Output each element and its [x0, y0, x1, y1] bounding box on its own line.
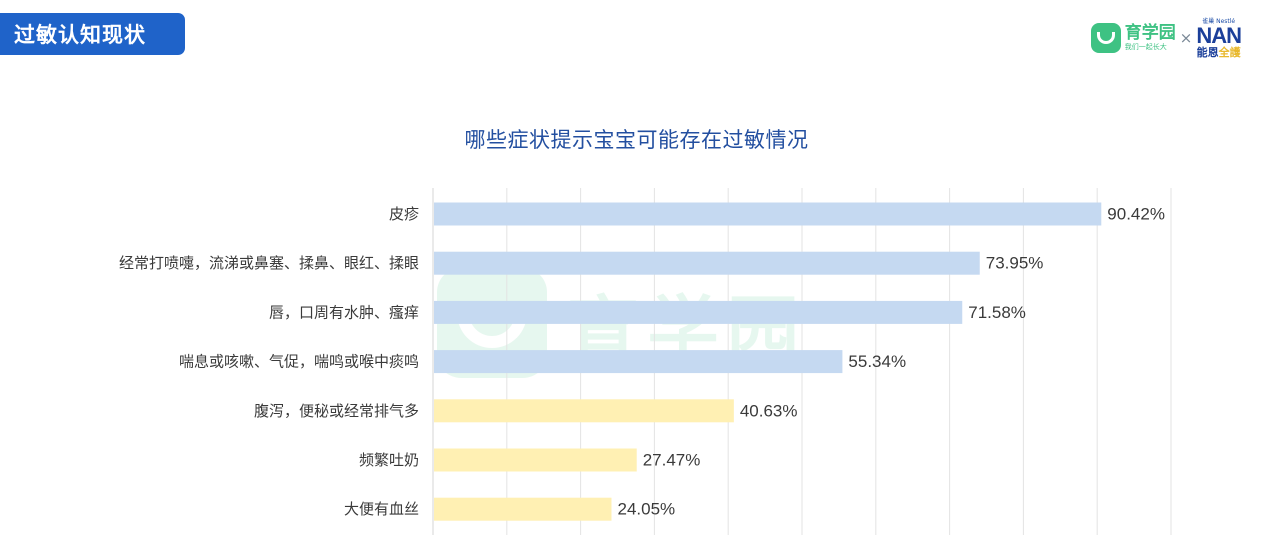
data-label: 24.05% [617, 500, 675, 519]
bar [434, 399, 734, 423]
nan-wordmark: NAN [1196, 22, 1242, 48]
bar [434, 202, 1102, 226]
category-label: 腹泻，便秘或经常排气多 [254, 402, 419, 420]
category-label: 喘息或咳嗽、气促，喘鸣或喉中痰鸣 [179, 353, 419, 371]
category-label: 皮疹 [389, 205, 419, 223]
brand-logos: 育学园 我们一起长大 × 雀巢 Nestlé NAN 能恩全護 [1090, 17, 1242, 59]
section-title: 过敏认知现状 [0, 13, 185, 55]
category-label: 经常打喷嚏，流涕或鼻塞、揉鼻、眼红、揉眼 [119, 254, 419, 272]
nestle-label: 雀巢 Nestlé [1202, 17, 1236, 25]
yuxueyuan-logo: 育学园 我们一起长大 [1090, 23, 1176, 53]
data-label: 40.63% [740, 401, 798, 420]
data-label: 73.95% [986, 254, 1044, 273]
yuxueyuan-name: 育学园 [1124, 23, 1176, 43]
yuxueyuan-logo-icon [1090, 23, 1121, 53]
brand-separator: × [1179, 29, 1193, 47]
bar [434, 251, 980, 275]
data-label: 55.34% [848, 352, 906, 371]
category-label: 频繁吐奶 [359, 451, 419, 469]
bar [434, 300, 963, 324]
data-label: 90.42% [1107, 205, 1165, 224]
category-label: 大便有血丝 [344, 500, 419, 518]
data-label: 71.58% [968, 303, 1026, 322]
category-label: 唇，口周有水肿、瘙痒 [269, 303, 419, 321]
chart-title: 哪些症状提示宝宝可能存在过敏情况 [464, 128, 809, 152]
nan-subtitle: 能恩全護 [1196, 45, 1241, 59]
bar [434, 350, 843, 374]
bar [434, 448, 637, 472]
data-label: 27.47% [643, 451, 701, 470]
nan-logo: 雀巢 Nestlé NAN 能恩全護 [1196, 17, 1242, 59]
bar [434, 497, 612, 521]
yuxueyuan-slogan: 我们一起长大 [1124, 43, 1167, 51]
